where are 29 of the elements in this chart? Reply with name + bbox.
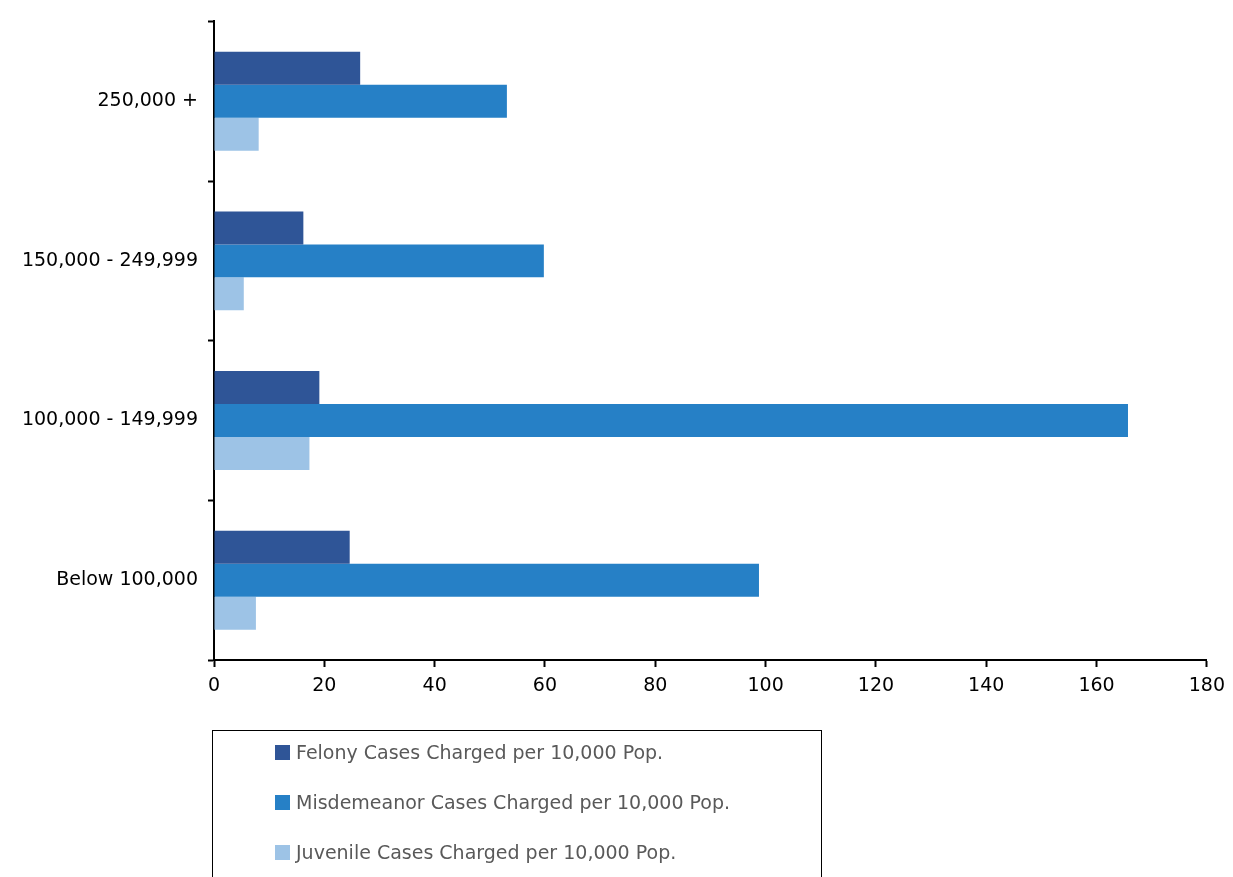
bar bbox=[214, 563, 759, 597]
bar bbox=[214, 277, 244, 311]
bar bbox=[214, 530, 350, 564]
bar bbox=[214, 371, 320, 405]
x-tick-label: 180 bbox=[1188, 673, 1225, 696]
bar bbox=[214, 84, 507, 118]
y-tick-label: 100,000 - 149,999 bbox=[21, 407, 198, 430]
x-tick-label: 20 bbox=[312, 673, 337, 696]
y-tick-label: 250,000 + bbox=[97, 88, 198, 111]
x-tick-label: 40 bbox=[422, 673, 447, 696]
x-tick-label: 60 bbox=[532, 673, 558, 696]
bar bbox=[214, 244, 544, 278]
x-tick-label: 80 bbox=[643, 673, 668, 696]
x-tick-label: 0 bbox=[207, 673, 221, 696]
legend-label: Misdemeanor Cases Charged per 10,000 Pop. bbox=[296, 791, 731, 813]
bar bbox=[214, 437, 310, 471]
bar bbox=[214, 51, 361, 85]
x-tick-label: 120 bbox=[857, 673, 895, 696]
bar bbox=[214, 211, 304, 245]
x-tick-label: 140 bbox=[968, 673, 1005, 696]
x-tick-label: 160 bbox=[1078, 673, 1115, 696]
bar bbox=[214, 596, 256, 630]
legend-label: Juvenile Cases Charged per 10,000 Pop. bbox=[296, 841, 677, 863]
bar bbox=[214, 404, 1128, 438]
legend-label: Felony Cases Charged per 10,000 Pop. bbox=[296, 741, 664, 763]
bar bbox=[214, 117, 259, 151]
x-tick-label: 100 bbox=[747, 673, 784, 696]
y-tick-label: Below 100,000 bbox=[56, 567, 198, 590]
y-tick-label: 150,000 - 249,999 bbox=[21, 247, 198, 270]
